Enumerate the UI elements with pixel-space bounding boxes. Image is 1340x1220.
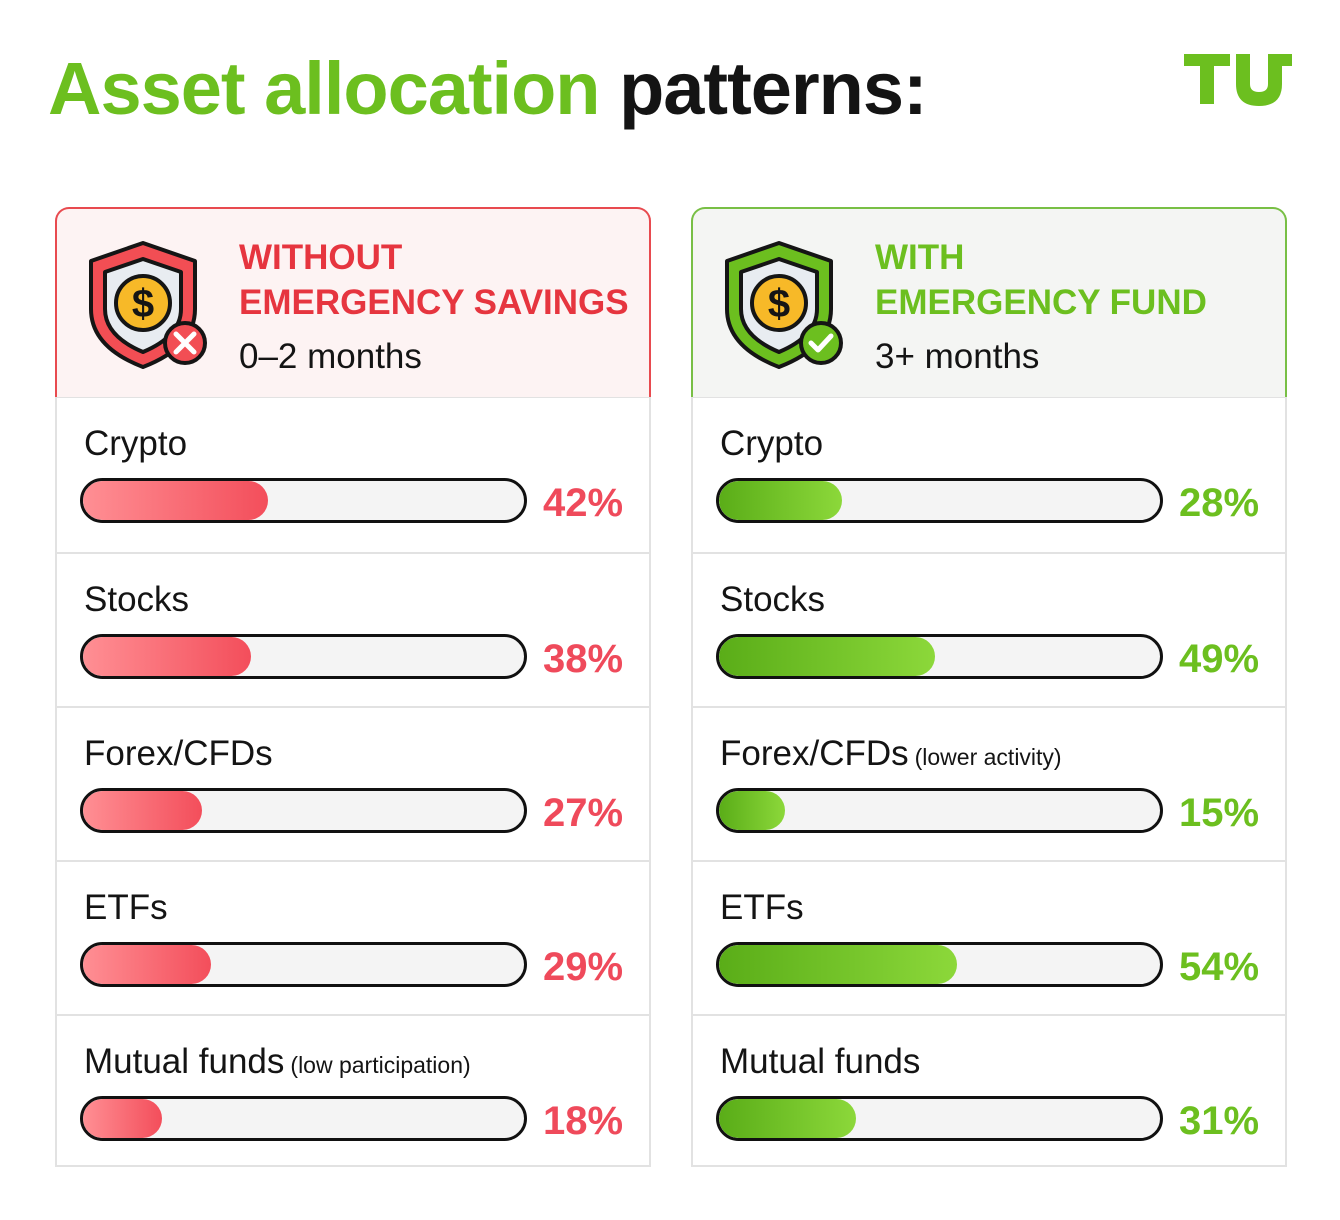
bar-row: Crypto 28% [693, 398, 1285, 552]
value-label: 29% [543, 945, 624, 989]
bar-row: ETFs 29% [57, 860, 649, 1014]
bar-track [80, 634, 527, 679]
header-line-2: EMERGENCY SAVINGS [239, 283, 629, 322]
value-label: 42% [543, 481, 624, 525]
page-title: Asset allocation patterns: [48, 52, 928, 126]
value-label: 54% [1179, 945, 1260, 989]
bar-row: Mutual funds (low participation) 18% [57, 1014, 649, 1168]
category-label: Mutual funds [720, 1042, 921, 1081]
header-subtitle: 3+ months [875, 337, 1040, 376]
bar-row: Mutual funds 31% [693, 1014, 1285, 1168]
value-label: 18% [543, 1099, 624, 1143]
title-part-green: Asset allocation [48, 47, 601, 130]
bar-fill [83, 791, 203, 830]
panel-header: $ WITH EMERGENCY FUND 3+ months [691, 207, 1287, 397]
category-label: Forex/CFDs (lower activity) [720, 734, 1062, 773]
title-part-black: patterns: [619, 47, 928, 130]
header-line-1: WITHOUT [239, 238, 403, 277]
panel-with-emergency-fund: $ WITH EMERGENCY FUND 3+ months Crypto 2… [691, 207, 1287, 1167]
category-note: (lower activity) [914, 744, 1062, 770]
panel-without-emergency-savings: $ WITHOUT EMERGENCY SAVINGS 0–2 months C… [55, 207, 651, 1167]
bar-row: ETFs 54% [693, 860, 1285, 1014]
bar-track [716, 1096, 1163, 1141]
bar-track [80, 1096, 527, 1141]
bar-track [80, 942, 527, 987]
bar-row: Stocks 38% [57, 552, 649, 706]
tu-logo: TU [1184, 54, 1292, 106]
value-label: 38% [543, 637, 624, 681]
value-label: 27% [543, 791, 624, 835]
bar-fill [83, 481, 269, 520]
bar-track [716, 478, 1163, 523]
value-label: 31% [1179, 1099, 1260, 1143]
bar-fill [83, 1099, 163, 1138]
category-label: Stocks [720, 580, 826, 619]
bar-rows: Crypto 28% Stocks 49% Forex/CFDs (lower a… [691, 397, 1287, 1167]
bar-rows: Crypto 42% Stocks 38% Forex/CFDs 27% ETF… [55, 397, 651, 1167]
bar-track [716, 634, 1163, 679]
bar-fill [83, 945, 211, 984]
bar-track [716, 942, 1163, 987]
bar-fill [719, 481, 843, 520]
category-label: Crypto [84, 424, 188, 463]
bar-row: Crypto 42% [57, 398, 649, 552]
category-note: (low participation) [290, 1052, 471, 1078]
value-label: 49% [1179, 637, 1260, 681]
bar-row: Forex/CFDs 27% [57, 706, 649, 860]
bar-track [716, 788, 1163, 833]
bar-fill [719, 945, 958, 984]
value-label: 15% [1179, 791, 1260, 835]
header-subtitle: 0–2 months [239, 337, 422, 376]
svg-text:$: $ [132, 282, 154, 326]
shield-dollar-x-icon: $ [89, 241, 207, 369]
bar-fill [719, 1099, 856, 1138]
bar-fill [83, 637, 251, 676]
bar-row: Forex/CFDs (lower activity) 15% [693, 706, 1285, 860]
category-label: Forex/CFDs [84, 734, 273, 773]
header-line-1: WITH [875, 238, 965, 277]
bar-fill [719, 637, 936, 676]
value-label: 28% [1179, 481, 1260, 525]
bar-row: Stocks 49% [693, 552, 1285, 706]
category-label: Mutual funds (low participation) [84, 1042, 471, 1081]
bar-fill [719, 791, 786, 830]
category-label: Stocks [84, 580, 190, 619]
bar-track [80, 788, 527, 833]
bar-track [80, 478, 527, 523]
svg-text:$: $ [768, 282, 790, 326]
category-label: Crypto [720, 424, 824, 463]
category-label: ETFs [720, 888, 804, 927]
shield-dollar-check-icon: $ [725, 241, 843, 369]
category-label: ETFs [84, 888, 168, 927]
panel-header: $ WITHOUT EMERGENCY SAVINGS 0–2 months [55, 207, 651, 397]
header-line-2: EMERGENCY FUND [875, 283, 1207, 322]
